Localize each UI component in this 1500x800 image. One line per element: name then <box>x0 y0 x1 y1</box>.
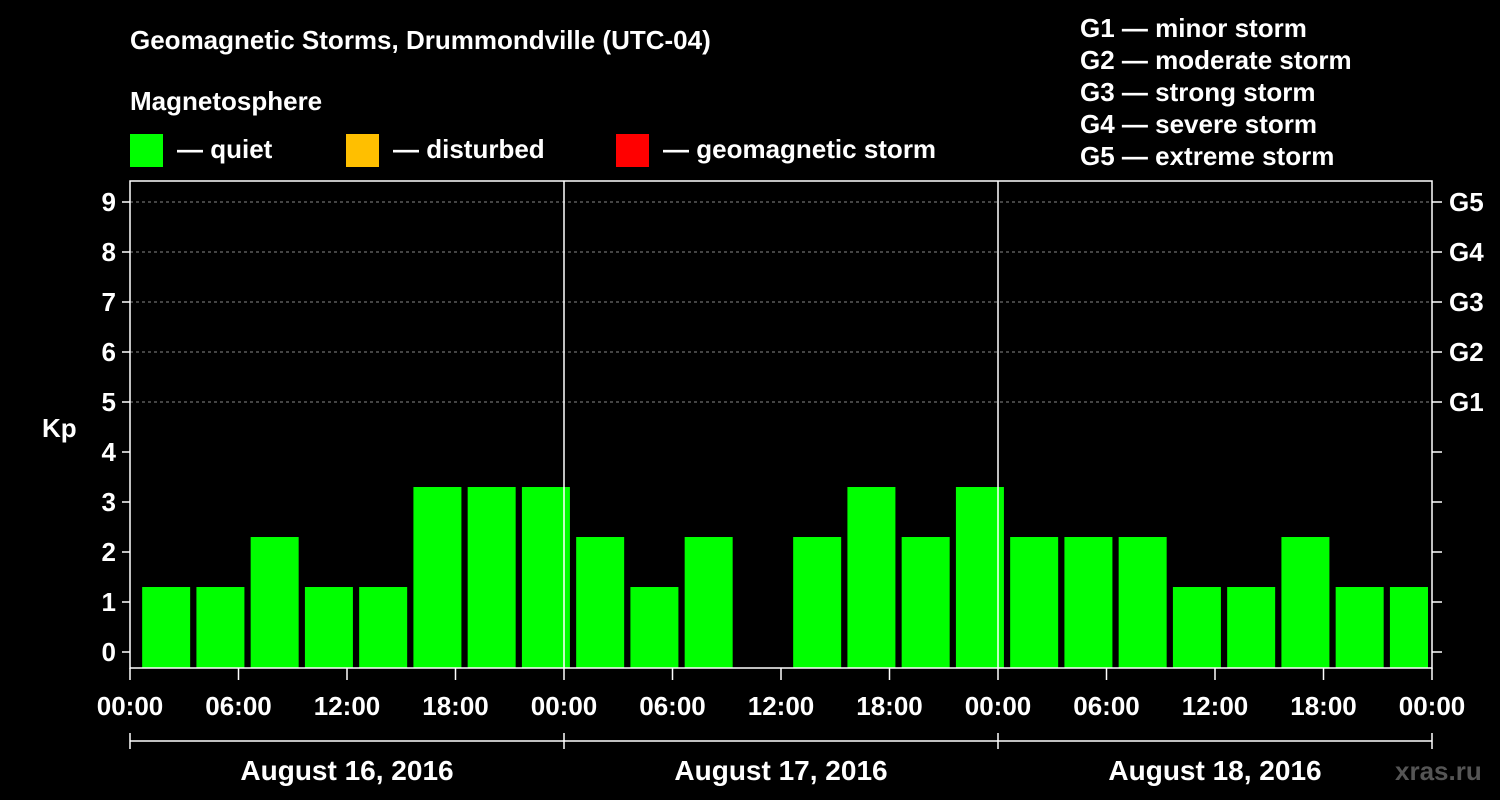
y-tick-label: 3 <box>102 487 116 517</box>
right-tick-label: G2 <box>1449 337 1484 367</box>
bar-6 <box>467 487 516 668</box>
bar-19 <box>1172 587 1221 668</box>
x-tick-label: 06:00 <box>1073 691 1140 721</box>
y-tick-label: 6 <box>102 337 116 367</box>
legend-quiet-label: — quiet <box>177 134 273 164</box>
legend-storm-label: — geomagnetic storm <box>663 134 936 164</box>
bar-9 <box>630 587 679 668</box>
date-label: August 16, 2016 <box>240 755 453 786</box>
magnetosphere-label: Magnetosphere <box>130 86 322 116</box>
y-tick-label: 2 <box>102 537 116 567</box>
right-tick-label: G5 <box>1449 187 1484 217</box>
y-ticks: 0 1 2 3 4 5 6 7 8 9 <box>102 187 130 667</box>
scale-g3: G3 — strong storm <box>1080 77 1315 107</box>
x-ticks: 00:00 06:00 12:00 18:00 00:00 06:00 12:00 18:00… <box>97 668 1466 721</box>
bar-7 <box>521 487 570 668</box>
scale-g1: G1 — minor storm <box>1080 13 1307 43</box>
bar-20 <box>1227 587 1276 668</box>
bar-1 <box>196 587 245 668</box>
y-tick-label: 5 <box>102 387 116 417</box>
bar-17 <box>1064 537 1113 668</box>
right-tick-label: G3 <box>1449 287 1484 317</box>
right-ticks: G1 G2 G3 G4 G5 <box>1432 187 1484 653</box>
bar-5 <box>413 487 462 668</box>
legend-disturbed-label: — disturbed <box>393 134 545 164</box>
x-tick-label: 18:00 <box>856 691 923 721</box>
bar-23 <box>1389 587 1428 668</box>
bar-15 <box>955 487 1004 668</box>
date-label: August 17, 2016 <box>674 755 887 786</box>
bar-4 <box>359 587 408 668</box>
x-tick-label: 18:00 <box>422 691 489 721</box>
legend-quiet: — quiet <box>130 134 273 167</box>
x-tick-label: 12:00 <box>314 691 381 721</box>
bar-16 <box>1010 537 1059 668</box>
bar-13 <box>847 487 896 668</box>
grid-lines <box>130 201 1432 403</box>
x-tick-label: 00:00 <box>965 691 1032 721</box>
bar-3 <box>304 587 353 668</box>
x-tick-label: 12:00 <box>1182 691 1249 721</box>
y-tick-label: 0 <box>102 637 116 667</box>
y-tick-label: 7 <box>102 287 116 317</box>
y-tick-label: 8 <box>102 237 116 267</box>
right-tick-label: G4 <box>1449 237 1484 267</box>
bar-0 <box>142 587 191 668</box>
x-tick-label: 00:00 <box>97 691 164 721</box>
date-labels: August 16, 2016 August 17, 2016 August 18,… <box>129 733 1433 786</box>
bar-2 <box>250 537 299 668</box>
y-axis-label: Kp <box>42 413 77 443</box>
watermark: xras.ru <box>1395 756 1482 786</box>
bar-12 <box>793 537 842 668</box>
bar-18 <box>1118 537 1167 668</box>
bar-14 <box>901 537 950 668</box>
legend-quiet-swatch <box>130 134 163 167</box>
scale-g2: G2 — moderate storm <box>1080 45 1352 75</box>
bar-22 <box>1335 587 1384 668</box>
legend-storm-swatch <box>616 134 649 167</box>
date-label: August 18, 2016 <box>1108 755 1321 786</box>
chart-title: Geomagnetic Storms, Drummondville (UTC-0… <box>130 25 711 55</box>
y-tick-label: 9 <box>102 187 116 217</box>
right-tick-label: G1 <box>1449 387 1484 417</box>
y-tick-label: 1 <box>102 587 116 617</box>
legend-storm: — geomagnetic storm <box>616 134 936 167</box>
bar-10 <box>684 537 733 668</box>
legend-disturbed: — disturbed <box>346 134 545 167</box>
x-tick-label: 12:00 <box>748 691 815 721</box>
x-tick-label: 00:00 <box>531 691 598 721</box>
y-tick-label: 4 <box>102 437 117 467</box>
x-tick-label: 00:00 <box>1399 691 1466 721</box>
scale-legend: G1 — minor storm G2 — moderate storm G3 … <box>1080 13 1352 171</box>
x-tick-label: 06:00 <box>205 691 272 721</box>
scale-g4: G4 — severe storm <box>1080 109 1317 139</box>
bar-21 <box>1281 537 1330 668</box>
x-tick-label: 18:00 <box>1290 691 1357 721</box>
bar-8 <box>576 537 625 668</box>
x-tick-label: 06:00 <box>639 691 706 721</box>
bars <box>142 487 1428 668</box>
legend-disturbed-swatch <box>346 134 379 167</box>
scale-g5: G5 — extreme storm <box>1080 141 1334 171</box>
